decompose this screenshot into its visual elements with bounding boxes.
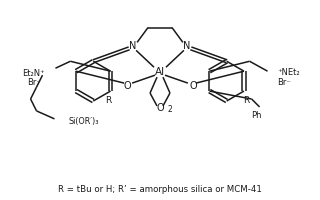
Text: Br⁻: Br⁻ — [27, 77, 41, 86]
Text: Et₂N⁺: Et₂N⁺ — [22, 68, 44, 77]
Text: O: O — [189, 81, 197, 91]
Text: ⁺NEt₂: ⁺NEt₂ — [277, 67, 300, 76]
Text: O: O — [156, 102, 164, 112]
Text: Al: Al — [155, 67, 165, 77]
Text: N: N — [129, 41, 137, 51]
Text: R = tBu or H; R’ = amorphous silica or MCM-41: R = tBu or H; R’ = amorphous silica or M… — [58, 184, 262, 193]
Text: N: N — [183, 41, 191, 51]
Text: R: R — [105, 95, 112, 104]
Text: Si(OR′)₃: Si(OR′)₃ — [68, 117, 99, 126]
Text: R: R — [243, 95, 249, 104]
Text: Ph: Ph — [252, 111, 262, 120]
Text: 2: 2 — [168, 105, 172, 114]
Text: O: O — [123, 81, 131, 91]
Text: Br⁻: Br⁻ — [277, 77, 291, 86]
